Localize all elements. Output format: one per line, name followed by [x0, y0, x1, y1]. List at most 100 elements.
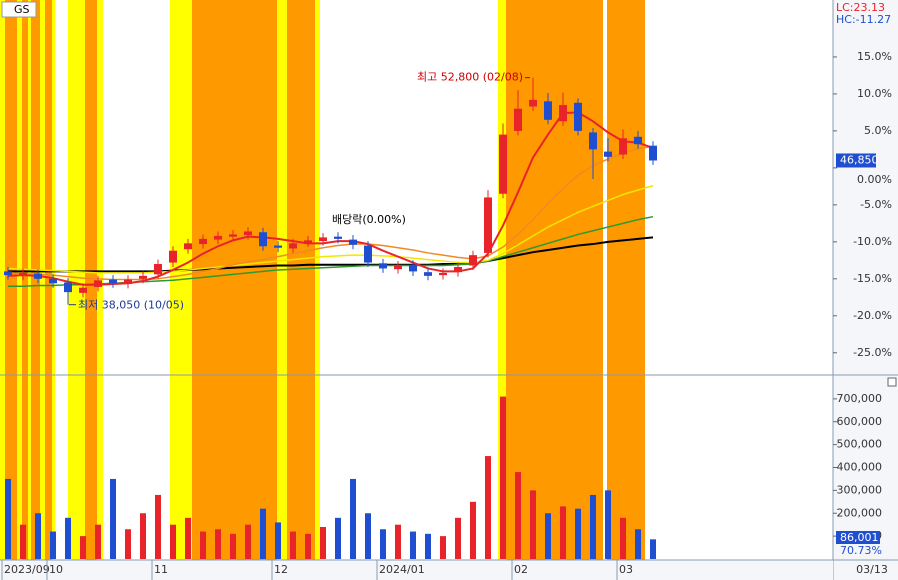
- candle-body: [169, 250, 177, 263]
- axis-panel: [833, 0, 898, 580]
- band: [607, 0, 645, 560]
- candle-body: [139, 275, 147, 279]
- band: [506, 0, 603, 560]
- volume-bar: [560, 506, 566, 559]
- last-volume-box: [836, 531, 880, 544]
- band: [192, 0, 277, 560]
- volume-bar: [230, 533, 236, 559]
- volume-bar: [290, 531, 296, 559]
- volume-bar: [365, 513, 371, 559]
- x-tick-label: 10: [49, 563, 63, 576]
- ma-line: [7, 184, 654, 274]
- volume-bar: [5, 478, 11, 559]
- candle-body: [469, 255, 477, 266]
- band: [68, 0, 85, 560]
- y-tick-label: 400,000: [837, 461, 883, 474]
- close-button[interactable]: [887, 377, 897, 387]
- candle-body: [409, 264, 417, 272]
- last-volume: 86,001: [840, 531, 879, 544]
- volume-bar: [530, 490, 536, 559]
- high-annotation: 최고 52,800 (02/08): [417, 71, 523, 84]
- band: [85, 0, 97, 560]
- candle-body: [289, 243, 297, 249]
- y-tick-label: -10.0%: [853, 235, 892, 248]
- volume-bar: [545, 513, 551, 559]
- x-tick-label: 2023/09: [4, 563, 50, 576]
- candle-body: [259, 232, 267, 247]
- x-tick-label: 02: [514, 563, 528, 576]
- candle-body: [484, 197, 492, 253]
- volume-bar: [80, 536, 86, 559]
- volume-bar: [200, 531, 206, 559]
- volume-bar: [275, 522, 281, 559]
- volume-ratio: 70.73%: [840, 544, 882, 557]
- volume-bar: [50, 531, 56, 559]
- volume-bar: [395, 524, 401, 559]
- candle-body: [214, 235, 222, 240]
- title-box: [1, 1, 37, 18]
- x-tick-label: 12: [274, 563, 288, 576]
- volume-bar: [245, 524, 251, 559]
- band: [315, 0, 320, 560]
- ma-line: [7, 111, 654, 286]
- candle-body: [454, 266, 462, 273]
- volume-bar: [620, 517, 626, 559]
- volume-bar: [20, 524, 26, 559]
- candle-body: [559, 105, 567, 122]
- signal-bands: [0, 0, 645, 560]
- candle-body: [64, 282, 72, 293]
- candle-body: [364, 245, 372, 263]
- y-tick-label: -25.0%: [853, 346, 892, 359]
- y-tick-label: 0.00%: [857, 173, 892, 186]
- x-tick-label: 11: [154, 563, 168, 576]
- volume-bar: [650, 539, 656, 559]
- event-annotation: 배당락(0.00%): [332, 213, 406, 226]
- volume-bar: [350, 478, 356, 559]
- candle-body: [199, 238, 207, 245]
- y-tick-label: -15.0%: [853, 272, 892, 285]
- band: [277, 0, 287, 560]
- volume-bar: [125, 529, 131, 559]
- y-tick-label: 300,000: [837, 483, 883, 496]
- band: [498, 0, 506, 560]
- x-axis-strip: [0, 560, 833, 580]
- candle-body: [589, 132, 597, 150]
- candle-body: [424, 272, 432, 276]
- x-tick-label: 2024/01: [379, 563, 425, 576]
- volume-bar: [110, 478, 116, 559]
- y-tick-label: 10.0%: [857, 87, 892, 100]
- candle-body: [229, 234, 237, 237]
- x-end-label: 03/13: [856, 563, 888, 576]
- band: [287, 0, 315, 560]
- volume-bar: [65, 517, 71, 559]
- candle-body: [394, 265, 402, 270]
- chart-title: GS: [14, 3, 30, 16]
- volume-bar: [485, 456, 491, 559]
- candle-body: [649, 145, 657, 161]
- volume-bar: [335, 517, 341, 559]
- candle-body: [19, 272, 27, 276]
- band: [5, 0, 17, 560]
- band: [45, 0, 52, 560]
- volume-bar: [260, 508, 266, 559]
- volume-bar: [515, 472, 521, 559]
- candle-body: [334, 236, 342, 239]
- volume-bar: [440, 536, 446, 559]
- candle-body: [49, 278, 57, 284]
- volume-bar: [425, 533, 431, 559]
- candle-body: [274, 245, 282, 248]
- candle-body: [604, 151, 612, 157]
- candle-body: [529, 99, 537, 107]
- candle-body: [319, 237, 327, 242]
- x-tick-label: 03: [619, 563, 633, 576]
- volume-bar: [185, 517, 191, 559]
- volume-bar: [170, 524, 176, 559]
- y-tick-label: 15.0%: [857, 50, 892, 63]
- candle-body: [619, 138, 627, 155]
- y-tick-label: -20.0%: [853, 309, 892, 322]
- ma-line: [8, 236, 654, 273]
- band: [31, 0, 40, 560]
- candle-body: [109, 279, 117, 284]
- y-tick-label: 5.0%: [864, 124, 892, 137]
